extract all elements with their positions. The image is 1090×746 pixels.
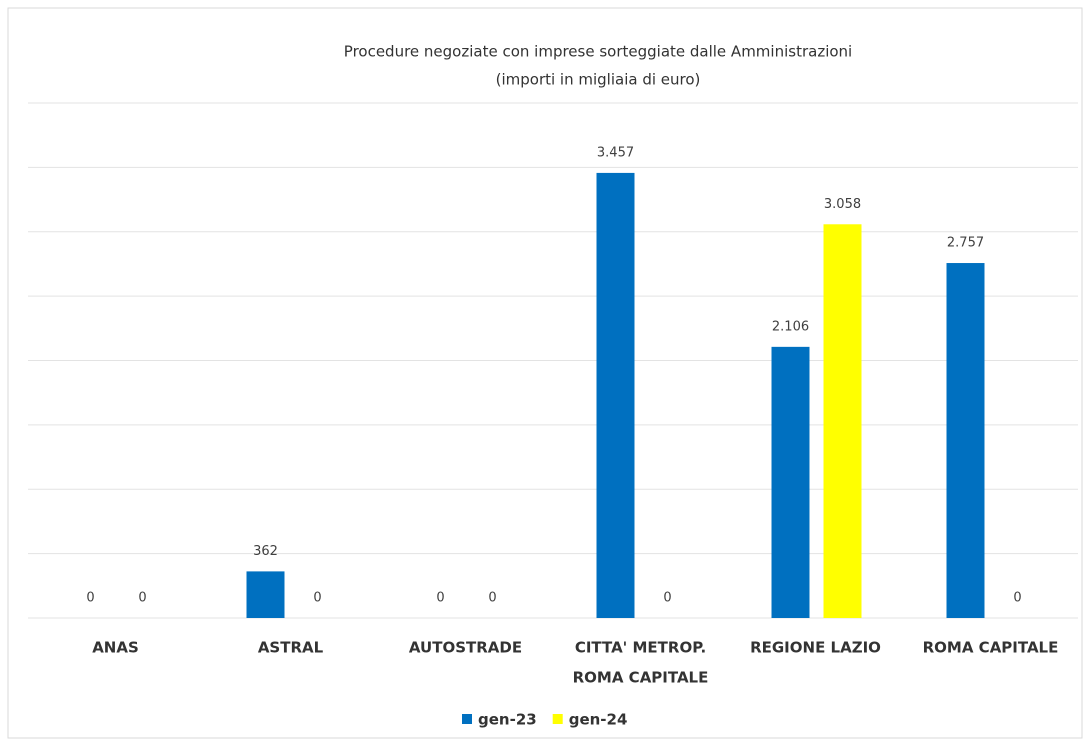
chart-title: Procedure negoziate con imprese sorteggi… <box>344 43 852 61</box>
data-label: 0 <box>1013 591 1021 606</box>
data-label: 0 <box>663 591 671 606</box>
x-tick-label: ASTRAL <box>258 639 324 657</box>
chart-title: (importi in migliaia di euro) <box>496 71 701 89</box>
x-tick-label: ANAS <box>92 639 139 657</box>
chart-frame <box>7 7 1083 739</box>
x-tick-label: AUTOSTRADE <box>409 639 522 657</box>
data-label: 0 <box>436 591 444 606</box>
x-tick-label: CITTA' METROP. <box>575 639 706 657</box>
bar <box>771 346 810 618</box>
legend-swatch <box>552 714 563 724</box>
legend-label: gen-23 <box>478 711 537 729</box>
bar <box>596 172 635 618</box>
data-label: 2.106 <box>772 319 809 334</box>
data-label: 0 <box>313 591 321 606</box>
data-label: 3.457 <box>597 145 634 160</box>
bar <box>823 224 862 618</box>
data-label: 0 <box>138 591 146 606</box>
x-tick-label: REGIONE LAZIO <box>750 639 881 657</box>
x-tick-label: ROMA CAPITALE <box>573 669 709 687</box>
bar <box>946 263 985 618</box>
x-tick-label: ROMA CAPITALE <box>923 639 1059 657</box>
legend-swatch <box>462 714 472 724</box>
data-label: 2.757 <box>947 236 984 251</box>
legend-label: gen-24 <box>569 711 628 729</box>
data-label: 3.058 <box>824 197 861 212</box>
data-label: 0 <box>488 591 496 606</box>
data-label: 0 <box>86 591 94 606</box>
bar <box>246 571 285 618</box>
data-label: 362 <box>253 544 278 559</box>
